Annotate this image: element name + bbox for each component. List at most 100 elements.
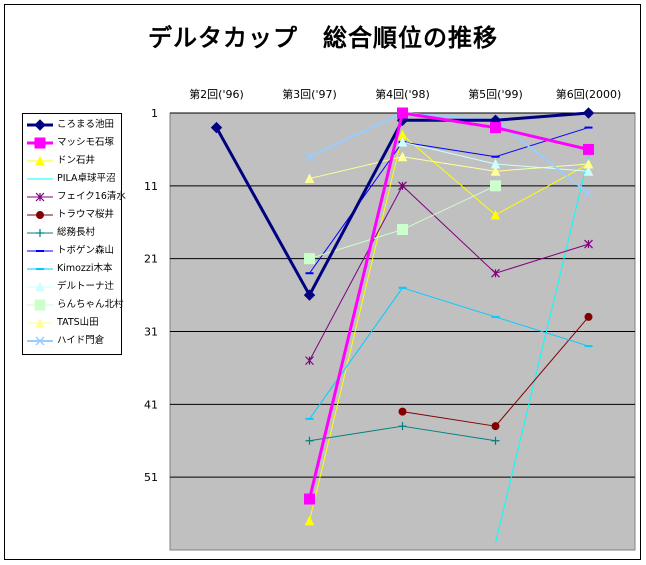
legend-swatch [27, 336, 53, 346]
legend-swatch [27, 211, 53, 219]
legend-swatch [27, 119, 53, 131]
series-point [490, 166, 501, 176]
series-1 [304, 107, 594, 505]
series-point [304, 515, 315, 526]
legend-item: ドン石井 [23, 152, 121, 170]
legend-swatch [27, 299, 53, 311]
x-tick-label: 第5回('99) [468, 87, 523, 101]
series-point [583, 158, 594, 169]
series-point [490, 209, 501, 220]
series-point [490, 180, 501, 192]
series-point [304, 253, 315, 265]
legend-marker [36, 211, 44, 219]
legend-swatch [27, 268, 53, 270]
legend-label: 総務長村 [57, 227, 96, 238]
legend-marker [34, 119, 46, 131]
series-line [309, 156, 589, 180]
series-point [491, 268, 500, 278]
legend-item: 総務長村 [23, 224, 121, 242]
y-tick-label: 51 [144, 471, 158, 484]
legend-item: Kimozzi木本 [23, 260, 121, 278]
legend-item: フェイク16清水 [23, 188, 126, 206]
series-4 [305, 181, 593, 366]
series-point [304, 493, 315, 505]
series-point [491, 436, 500, 445]
series-point [304, 152, 315, 162]
chart-title: デルタカップ 総合順位の推移 [148, 24, 498, 52]
legend-label: ころまる池田 [57, 119, 115, 130]
legend-item: らんちゃん北村 [23, 296, 124, 314]
series-point [397, 137, 408, 147]
legend-label: マッシモ石塚 [57, 137, 115, 148]
legend-label: トボゲン森山 [57, 245, 115, 256]
legend-marker [35, 317, 45, 328]
legend-swatch [27, 192, 53, 202]
legend-label: フェイク16清水 [57, 191, 126, 202]
legend-item: トボゲン森山 [23, 242, 121, 260]
legend-marker [35, 336, 45, 346]
x-tick-label: 第2回('96) [189, 87, 244, 101]
y-tick-label: 31 [144, 326, 158, 339]
series-line [308, 111, 589, 500]
legend-label: トラウマ桜井 [57, 209, 115, 220]
y-tick-label: 1 [151, 107, 158, 120]
legend-label: ドン石井 [57, 155, 96, 166]
series-point [397, 151, 408, 162]
legend-swatch [27, 281, 53, 292]
series-point [397, 224, 408, 236]
legend-label: らんちゃん北村 [57, 299, 124, 310]
series-point [583, 166, 594, 176]
series-10 [304, 180, 501, 265]
series-point [583, 143, 594, 155]
legend-swatch [27, 317, 53, 328]
legend-item: マッシモ石塚 [23, 134, 121, 152]
series-point [398, 181, 407, 191]
legend-swatch [27, 137, 53, 149]
series-5 [398, 312, 593, 431]
legend-swatch [27, 229, 53, 237]
series-point [582, 107, 595, 119]
series-point [304, 173, 315, 184]
legend-item: トラウマ桜井 [23, 206, 121, 224]
series-3 [495, 156, 589, 543]
series-11 [304, 151, 594, 184]
series-point [305, 436, 314, 445]
y-tick-label: 11 [144, 180, 158, 193]
series-point [397, 107, 408, 119]
legend-label: Kimozzi木本 [57, 263, 113, 274]
series-line [495, 156, 589, 543]
legend-item: デルトーナ辻 [23, 278, 121, 296]
series-point [398, 422, 407, 431]
x-tick-label: 第6回(2000) [556, 87, 622, 101]
series-2 [304, 129, 594, 526]
legend-swatch [27, 250, 53, 252]
series-line [309, 185, 589, 361]
series-point [303, 289, 316, 301]
series-point [584, 312, 593, 321]
series-8 [305, 286, 593, 420]
x-tick-label: 第3回('97) [282, 87, 337, 101]
series-point [584, 239, 593, 249]
y-tick-label: 21 [144, 253, 158, 266]
legend-marker [35, 281, 45, 292]
chart-legend: ころまる池田 マッシモ石塚 ドン石井 PILA卓球平沼フェイク16清水 トラウマ桜井 総務… [22, 113, 126, 355]
legend-item: PILA卓球平沼 [23, 170, 121, 188]
legend-label: ハイド門倉 [57, 335, 105, 346]
series-point [210, 121, 223, 134]
legend-swatch [27, 178, 53, 180]
legend-marker [34, 299, 46, 311]
series-point [491, 422, 500, 431]
series-point [490, 122, 501, 134]
legend-swatch [27, 155, 53, 166]
legend-item: ハイド門倉 [23, 332, 121, 350]
legend-marker [34, 137, 46, 149]
y-tick-label: 41 [144, 398, 158, 411]
legend-marker [35, 192, 45, 202]
legend-label: デルトーナ辻 [57, 281, 115, 292]
series-line [309, 134, 589, 521]
series-point [583, 188, 594, 198]
series-6 [305, 422, 500, 445]
series-line [309, 112, 590, 194]
series-point [398, 407, 407, 416]
